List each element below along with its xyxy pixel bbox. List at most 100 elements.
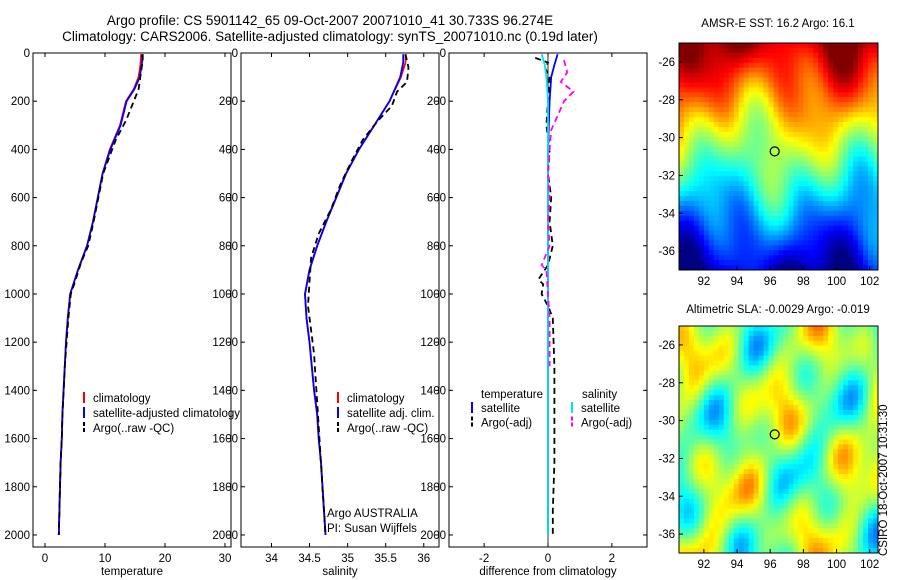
sst-map-cell bbox=[683, 72, 690, 78]
sst-map-cell bbox=[693, 245, 700, 251]
sla-map-cell bbox=[728, 439, 735, 445]
sla-map-cell bbox=[843, 330, 849, 337]
sst-map-cell bbox=[703, 215, 710, 222]
sst-map-cell bbox=[768, 47, 774, 54]
sla-map-cell bbox=[848, 395, 854, 401]
sst-map-cell bbox=[768, 62, 774, 69]
sst-map-cell bbox=[688, 52, 695, 59]
sla-map-cell bbox=[798, 498, 804, 505]
sst-map-cell bbox=[828, 117, 834, 123]
sla-map-cell bbox=[818, 478, 824, 485]
sst-map-cell bbox=[688, 107, 695, 113]
sla-map-cell bbox=[693, 414, 700, 421]
sla-map-cell bbox=[798, 326, 804, 332]
sst-map-cell bbox=[733, 136, 740, 143]
sla-map-cell bbox=[718, 414, 725, 421]
sla-map-cell bbox=[693, 464, 700, 470]
sst-map-cell bbox=[823, 171, 829, 177]
sst-map-cell bbox=[808, 240, 814, 246]
sla-map-cell bbox=[773, 335, 779, 342]
sla-map-cell bbox=[713, 523, 720, 529]
salinity-y-tick-label: 2000 bbox=[212, 530, 238, 542]
sst-map-cell bbox=[778, 52, 784, 59]
sla-map-cell bbox=[863, 355, 869, 361]
sst-map-cell bbox=[853, 67, 859, 73]
sst-map-cell bbox=[683, 220, 690, 226]
sla-map-cell bbox=[743, 478, 750, 485]
sst-map-cell bbox=[773, 245, 779, 251]
sst-map-cell bbox=[858, 67, 864, 73]
sla-map-cell bbox=[748, 449, 755, 455]
sst-map-cell bbox=[753, 240, 760, 246]
sst-map-cell bbox=[753, 102, 760, 108]
sla-map-cell bbox=[783, 528, 789, 534]
sla-map-cell bbox=[783, 454, 789, 460]
sla-map-cell bbox=[758, 439, 764, 445]
sla-map-cell bbox=[823, 345, 829, 352]
sst-map-cell bbox=[688, 47, 695, 54]
sla-map-cell bbox=[688, 523, 695, 529]
sst-map-cell bbox=[758, 205, 764, 212]
sst-map-cell bbox=[798, 107, 804, 113]
sst-map-cell bbox=[773, 52, 779, 59]
sla-map-cell bbox=[868, 385, 874, 391]
sst-map-cell bbox=[858, 200, 864, 207]
sst-map-cell bbox=[773, 225, 779, 231]
sla-map-cell bbox=[733, 360, 740, 366]
sla-map-cell bbox=[818, 454, 824, 460]
sst-map-cell bbox=[863, 151, 869, 157]
sla-map-cell bbox=[753, 340, 760, 347]
sst-map-cell bbox=[683, 102, 690, 108]
sla-map-cell bbox=[753, 385, 760, 391]
sst-map-cell bbox=[723, 72, 730, 78]
sla-map-cell bbox=[758, 498, 764, 505]
sst-map-cell bbox=[733, 250, 740, 256]
sla-map-cell bbox=[713, 409, 720, 416]
sla-map-cell bbox=[793, 538, 799, 544]
sst-map-cell bbox=[768, 230, 774, 236]
sst-map-cell bbox=[788, 200, 794, 207]
sst-map-cell bbox=[703, 181, 710, 187]
sla-map-cell bbox=[828, 340, 834, 347]
sst-map-cell bbox=[713, 260, 720, 266]
sla-map-cell bbox=[703, 513, 710, 519]
sst-map-cell bbox=[703, 141, 710, 148]
sst-map-cell bbox=[718, 131, 725, 138]
sst-map-cell bbox=[808, 166, 814, 172]
sla-map-cell bbox=[758, 360, 764, 366]
sla-map-cell bbox=[748, 444, 755, 450]
sst-map-cell bbox=[713, 112, 720, 118]
sla-map-cell bbox=[778, 360, 784, 366]
sla-map-cell bbox=[703, 488, 710, 495]
sst-map-cell bbox=[803, 260, 809, 266]
sla-map-cell bbox=[728, 474, 735, 480]
sst-map-cell bbox=[748, 121, 755, 128]
sla-map-cell bbox=[808, 335, 814, 342]
sst-map-cell bbox=[848, 146, 854, 152]
sla-map-cell bbox=[743, 434, 750, 440]
sla-map-cell bbox=[853, 483, 859, 490]
sst-map-cell bbox=[753, 200, 760, 207]
temperature-y-tick-label: 2000 bbox=[4, 530, 30, 542]
sst-map-cell bbox=[818, 87, 824, 93]
sst-map-cell bbox=[868, 265, 874, 271]
sst-map-cell bbox=[713, 171, 720, 177]
sst-map-cell bbox=[763, 230, 769, 236]
sla-map-cell bbox=[853, 375, 859, 381]
sla-map-cell bbox=[758, 350, 764, 356]
sla-map-cell bbox=[743, 326, 750, 332]
sst-map-cell bbox=[738, 97, 745, 103]
sst-map-cell bbox=[788, 136, 794, 143]
sla-map-cell bbox=[683, 404, 690, 411]
sla-map-cell bbox=[838, 459, 844, 465]
sla-map-cell bbox=[718, 439, 725, 445]
sla-map-cell bbox=[843, 390, 849, 396]
sst-map-cell bbox=[833, 92, 839, 98]
sla-map-cell bbox=[713, 390, 720, 396]
sst-map-cell bbox=[748, 136, 755, 143]
sla-map-cell bbox=[753, 380, 760, 386]
sst-map-cell bbox=[683, 186, 690, 192]
sla-map-cell bbox=[868, 340, 874, 347]
sst-map-cell bbox=[823, 191, 829, 197]
sla-map-cell bbox=[853, 404, 859, 411]
